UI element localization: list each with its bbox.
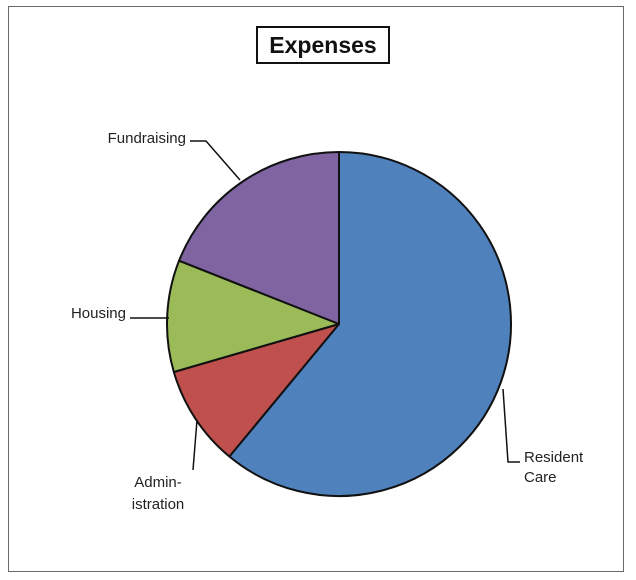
- slice-label-3: Fundraising: [108, 130, 186, 147]
- leader-lines: [130, 140, 520, 471]
- slice-label-1: Admin-istration: [132, 474, 185, 513]
- leader-line-0: [502, 388, 520, 463]
- pie-slice-3: [178, 151, 340, 325]
- slice-label-line: Fundraising: [108, 130, 186, 147]
- slice-label-0: Resident Care: [524, 449, 584, 486]
- pie-slice-2: [166, 259, 340, 373]
- slice-label-line: Housing: [71, 305, 126, 322]
- pie-slice-1: [172, 323, 340, 458]
- slice-label-line: Care: [524, 469, 557, 486]
- chart-title: Expenses: [256, 26, 390, 64]
- slice-label-line: Resident: [524, 449, 584, 466]
- slice-labels: Resident Care Admin-istration Housing Fundra…: [71, 130, 584, 513]
- pie-slice-0: [228, 151, 512, 497]
- slice-label-2: Housing: [71, 305, 126, 322]
- pie-slices: [166, 151, 512, 497]
- leader-line-3: [190, 140, 241, 181]
- slice-label-line: istration: [132, 496, 185, 513]
- leader-line-1: [192, 419, 198, 471]
- slice-label-line: Admin-: [134, 474, 182, 491]
